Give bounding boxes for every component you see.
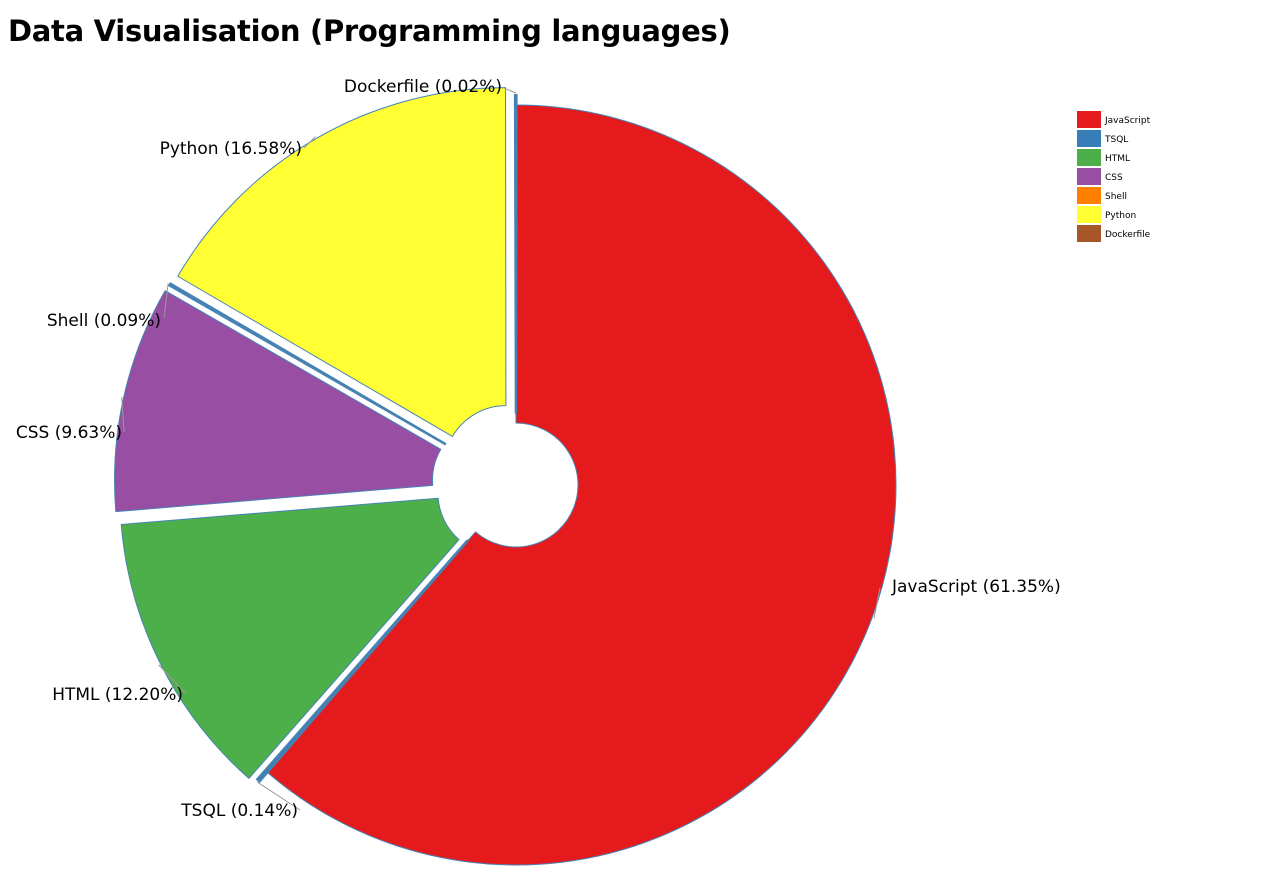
pie-slice-tsql xyxy=(256,539,469,783)
slice-label-javascript: JavaScript (61.35%) xyxy=(891,577,1061,597)
slice-label-html: HTML (12.20%) xyxy=(52,685,183,705)
legend-label-javascript: JavaScript xyxy=(1104,116,1151,126)
legend-swatch-tsql xyxy=(1077,130,1101,147)
pie-slices xyxy=(114,87,897,866)
leader-line-shell xyxy=(163,283,169,319)
leader-line-css xyxy=(121,396,125,433)
legend-swatch-python xyxy=(1077,206,1101,223)
leader-line-javascript xyxy=(873,587,881,619)
legend: JavaScript TSQL HTML CSS Shell Python Dockerfi… xyxy=(1077,111,1151,242)
pie-slice-css xyxy=(114,290,442,513)
pie-slice-dockerfile xyxy=(513,93,518,415)
pie-slice-python xyxy=(177,87,507,437)
slice-label-dockerfile: Dockerfile (0.02%) xyxy=(344,77,502,97)
slice-label-tsql: TSQL (0.14%) xyxy=(180,801,298,821)
legend-swatch-dockerfile xyxy=(1077,225,1101,242)
leader-line-tsql xyxy=(256,781,301,811)
slice-label-shell: Shell (0.09%) xyxy=(47,311,161,331)
label-leader-lines xyxy=(121,87,881,811)
pie-slice-html xyxy=(120,497,460,779)
legend-label-tsql: TSQL xyxy=(1104,135,1128,145)
legend-swatch-shell xyxy=(1077,187,1101,204)
legend-label-shell: Shell xyxy=(1105,192,1127,202)
legend-label-python: Python xyxy=(1105,211,1136,221)
pie-slice-javascript xyxy=(267,104,897,866)
leader-line-html xyxy=(158,664,187,695)
legend-swatch-css xyxy=(1077,168,1101,185)
slice-labels: JavaScript (61.35%) TSQL (0.14%) HTML (12.… xyxy=(16,77,1061,821)
legend-label-dockerfile: Dockerfile xyxy=(1105,230,1151,240)
legend-label-css: CSS xyxy=(1105,173,1123,183)
chart-title: Data Visualisation (Programming language… xyxy=(8,14,731,48)
slice-label-css: CSS (9.63%) xyxy=(16,423,122,443)
legend-swatch-javascript xyxy=(1077,111,1101,128)
leader-line-dockerfile xyxy=(503,87,516,94)
legend-swatch-html xyxy=(1077,149,1101,166)
slice-label-python: Python (16.58%) xyxy=(160,139,302,159)
leader-line-python xyxy=(303,136,316,149)
legend-label-html: HTML xyxy=(1105,154,1130,164)
pie-slice-shell xyxy=(168,282,447,446)
